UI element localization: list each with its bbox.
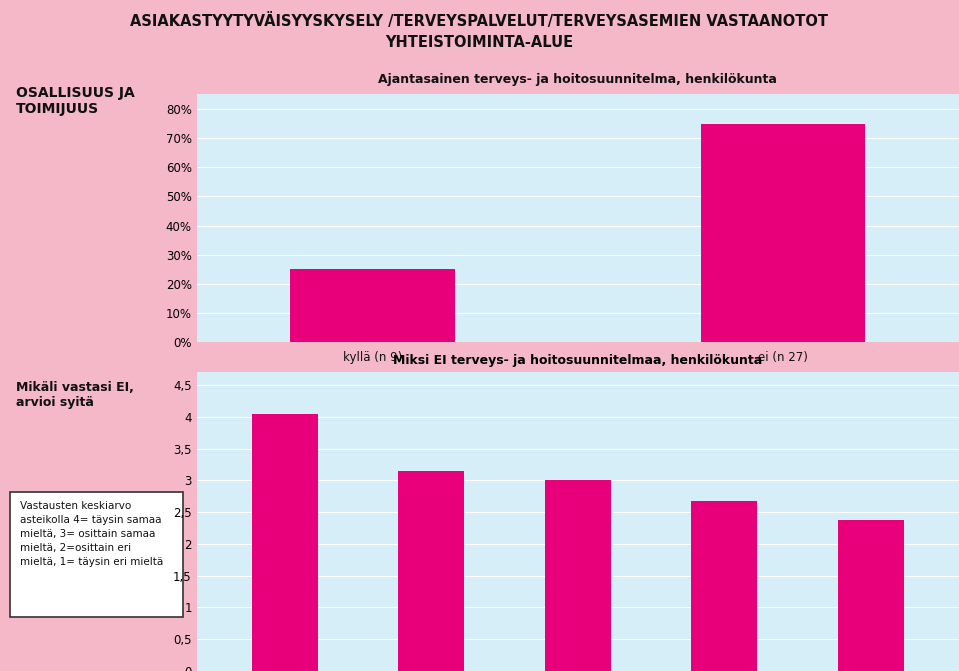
Text: ASIAKASTYYTYVÄISYYSKYSELY /TERVEYSPALVELUT/TERVEYSASEMIEN VASTAANOTOT
YHTEISTOIM: ASIAKASTYYTYVÄISYYSKYSELY /TERVEYSPALVEL… xyxy=(130,13,829,50)
Bar xyxy=(701,123,865,342)
Bar xyxy=(291,269,455,342)
FancyBboxPatch shape xyxy=(10,492,183,617)
Text: ei (n 27): ei (n 27) xyxy=(759,351,808,364)
Text: Mikäli vastasi EI,
arvioi syitä: Mikäli vastasi EI, arvioi syitä xyxy=(15,381,133,409)
Bar xyxy=(691,501,758,671)
Bar xyxy=(251,414,317,671)
Text: OSALLISUUS JA
TOIMIJUUS: OSALLISUUS JA TOIMIJUUS xyxy=(15,86,134,116)
Title: Miksi EI terveys- ja hoitosuunnitelmaa, henkilökunta: Miksi EI terveys- ja hoitosuunnitelmaa, … xyxy=(393,354,762,367)
Text: Ajantasainen terveys- ja hoitosuunnitelma, henkilökunta: Ajantasainen terveys- ja hoitosuunnitelm… xyxy=(379,72,777,86)
Text: Vastausten keskiarvo
asteikolla 4= täysin samaa
mieltä, 3= osittain samaa
mieltä: Vastausten keskiarvo asteikolla 4= täysi… xyxy=(19,501,163,567)
Bar xyxy=(545,480,611,671)
Text: kyllä (n 9): kyllä (n 9) xyxy=(343,351,402,364)
Bar xyxy=(838,521,904,671)
Bar xyxy=(398,471,464,671)
